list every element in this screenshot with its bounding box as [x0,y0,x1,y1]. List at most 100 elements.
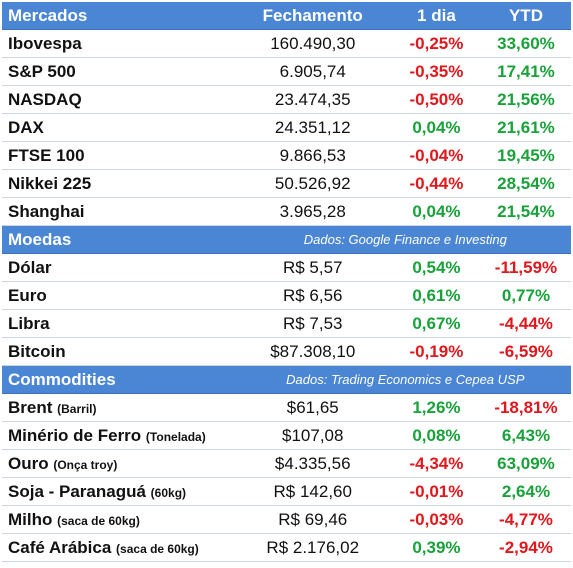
row-name-label: Ibovespa [8,33,82,53]
row-name-label: NASDAQ [8,89,82,109]
row-name: Bitcoin [2,342,234,362]
row-day-change: 0,61% [412,285,461,305]
table-row: Libra R$ 7,53 0,67% -4,44% [2,310,571,338]
row-ytd-change: -11,59% [494,257,558,277]
row-name-label: Café Arábica [8,537,112,557]
currencies-header-row: Moedas Dados: Google Finance e Investing [2,226,571,254]
table-row: Dólar R$ 5,57 0,54% -11,59% [2,254,571,282]
row-name-label: Euro [8,285,47,305]
row-ytd-change: 63,09% [497,453,555,473]
table-row: Soja - Paranaguá (60kg) R$ 142,60 -0,01% 2,… [2,478,571,506]
row-day-change: 0,04% [412,201,461,221]
row-name: Café Arábica (saca de 60kg) [2,538,234,558]
header-fechamento: Fechamento [262,5,363,25]
table-row: DAX 24.351,12 0,04% 21,61% [2,114,571,142]
commodities-section: Brent (Barril) $61,65 1,26% -18,81% Minério … [2,394,571,562]
row-name: Nikkei 225 [2,174,234,194]
row-close-value: R$ 2.176,02 [266,537,360,557]
header-1-dia: 1 dia [417,5,456,25]
row-name: Soja - Paranaguá (60kg) [2,482,234,502]
table-row: Ibovespa 160.490,30 -0,25% 33,60% [2,30,571,58]
row-close-value: R$ 7,53 [282,313,343,333]
row-day-change: 0,39% [412,537,461,557]
row-day-change: -0,44% [409,173,464,193]
row-name: Euro [2,286,234,306]
row-day-change: -0,25% [409,33,464,53]
row-close-value: $61,65 [286,397,339,417]
row-day-change: -0,50% [409,89,464,109]
table-row: Milho (saca de 60kg) R$ 69,46 -0,03% -4,77% [2,506,571,534]
row-name: Libra [2,314,234,334]
row-ytd-change: 19,45% [497,145,555,165]
row-ytd-change: 17,41% [497,61,555,81]
row-ytd-change: -6,59% [499,341,553,361]
row-name-label: DAX [8,117,44,137]
table-row: Café Arábica (saca de 60kg) R$ 2.176,02 0,… [2,534,571,562]
table-row: Minério de Ferro (Tonelada) $107,08 0,08% 6… [2,422,571,450]
row-close-value: 23.474,35 [274,89,351,109]
commodities-header-row: Commodities Dados: Trading Economics e C… [2,366,571,394]
row-unit: (60kg) [150,485,187,500]
row-close-value: 24.351,12 [274,117,351,137]
row-day-change: 0,67% [412,313,461,333]
currencies-section: Dólar R$ 5,57 0,54% -11,59% Euro R$ 6,56 0,61%… [2,254,571,366]
row-name: Ibovespa [2,34,234,54]
row-close-value: R$ 5,57 [282,257,343,277]
row-day-change: -0,35% [409,61,464,81]
row-day-change: -4,34% [409,453,464,473]
row-ytd-change: 6,43% [501,425,551,445]
row-name-label: Ouro [8,453,49,473]
header-ytd: YTD [508,5,543,25]
table-row: Ouro (Onça troy) $4.335,56 -4,34% 63,09% [2,450,571,478]
row-close-value: R$ 69,46 [278,509,348,529]
row-day-change: -0,04% [409,145,464,165]
row-close-value: 160.490,30 [270,33,356,53]
row-close-value: 3.965,28 [279,201,346,221]
row-ytd-change: 21,61% [497,117,555,137]
row-name: Ouro (Onça troy) [2,454,234,474]
row-day-change: -0,01% [409,481,464,501]
row-close-value: $107,08 [282,425,344,445]
row-name-label: S&P 500 [8,61,76,81]
row-name-label: Libra [8,313,50,333]
row-ytd-change: -4,44% [499,313,553,333]
row-day-change: -0,03% [409,509,464,529]
row-name: DAX [2,118,234,138]
row-close-value: 6.905,74 [279,61,346,81]
row-day-change: 0,04% [412,117,461,137]
currencies-source: Dados: Google Finance e Investing [303,232,507,247]
row-name-label: Dólar [8,257,52,277]
row-ytd-change: 0,77% [501,285,551,305]
row-unit: (saca de 60kg) [57,513,140,528]
currencies-title: Moedas [8,229,72,249]
row-name-label: Soja - Paranaguá [8,481,146,501]
row-name: FTSE 100 [2,146,234,166]
row-name: Milho (saca de 60kg) [2,510,234,530]
table-row: Bitcoin $87.308,10 -0,19% -6,59% [2,338,571,366]
row-name-label: FTSE 100 [8,145,85,165]
commodities-source: Dados: Trading Economics e Cepea USP [286,372,525,387]
row-close-value: 9.866,53 [279,145,346,165]
row-ytd-change: -2,94% [499,537,553,557]
row-name-label: Nikkei 225 [8,173,92,193]
row-close-value: R$ 142,60 [273,481,352,501]
table-row: Shanghai 3.965,28 0,04% 21,54% [2,198,571,226]
row-close-value: R$ 6,56 [282,285,343,305]
row-day-change: 1,26% [412,397,461,417]
commodities-title: Commodities [8,369,116,389]
row-close-value: 50.526,92 [274,173,351,193]
table-row: NASDAQ 23.474,35 -0,50% 21,56% [2,86,571,114]
row-name: Dólar [2,258,234,278]
row-ytd-change: 2,64% [501,481,551,501]
table-row: Brent (Barril) $61,65 1,26% -18,81% [2,394,571,422]
table-row: Nikkei 225 50.526,92 -0,44% 28,54% [2,170,571,198]
row-name: Shanghai [2,202,234,222]
row-unit: (Tonelada) [145,429,206,444]
markets-section: Ibovespa 160.490,30 -0,25% 33,60% S&P 500 6.9… [2,30,571,226]
row-unit: (Onça troy) [53,457,118,472]
row-day-change: 0,08% [412,425,461,445]
row-name: S&P 500 [2,62,234,82]
row-ytd-change: 21,56% [497,89,555,109]
row-unit: (Barril) [57,401,97,416]
row-name-label: Shanghai [8,201,85,221]
